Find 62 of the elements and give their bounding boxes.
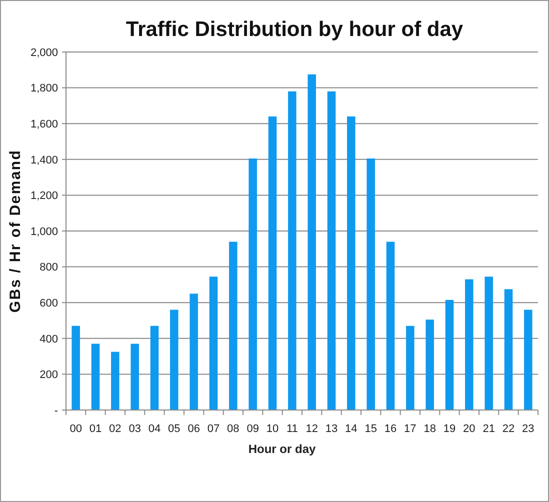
x-tick-label: 02 bbox=[109, 423, 122, 435]
bar bbox=[130, 344, 139, 410]
bar bbox=[91, 344, 100, 410]
bar bbox=[426, 320, 434, 410]
chart-title: Traffic Distribution by hour of day bbox=[126, 18, 464, 41]
x-tick-label: 13 bbox=[325, 423, 338, 435]
x-tick-label: 09 bbox=[246, 423, 259, 435]
x-tick-label: 12 bbox=[306, 423, 318, 435]
x-tick-label: 11 bbox=[286, 423, 298, 435]
x-axis-title: Hour or day bbox=[248, 442, 316, 456]
bar bbox=[327, 91, 336, 410]
x-tick-label: 15 bbox=[364, 423, 377, 435]
y-tick-label: 800 bbox=[40, 262, 58, 274]
x-tick-label: 06 bbox=[188, 423, 200, 435]
y-tick-label: 1,600 bbox=[30, 118, 58, 130]
bar bbox=[268, 116, 277, 410]
bar bbox=[484, 276, 493, 410]
y-tick-label: 1,000 bbox=[30, 226, 58, 238]
bar bbox=[72, 326, 80, 410]
x-tick-label: 20 bbox=[463, 423, 476, 435]
x-tick-label: 16 bbox=[384, 423, 397, 435]
x-tick-label: 10 bbox=[266, 423, 279, 435]
bar bbox=[347, 116, 356, 410]
x-tick-label: 03 bbox=[128, 423, 141, 435]
bar bbox=[288, 91, 296, 410]
bar bbox=[366, 158, 375, 410]
y-tick-label: 1,800 bbox=[30, 82, 58, 95]
x-tick-label: 04 bbox=[148, 423, 161, 435]
y-tick-label: 400 bbox=[40, 333, 58, 346]
x-tick-label: 00 bbox=[70, 423, 82, 435]
bar bbox=[229, 242, 238, 410]
y-tick-label: 200 bbox=[40, 369, 58, 382]
bar bbox=[150, 326, 159, 410]
bar bbox=[190, 294, 198, 410]
x-tick-label: 18 bbox=[424, 423, 436, 435]
x-tick-label: 05 bbox=[168, 423, 180, 435]
bar bbox=[445, 300, 454, 410]
bar bbox=[248, 158, 257, 410]
bar bbox=[504, 289, 513, 410]
x-tick-label: 21 bbox=[482, 423, 495, 435]
x-tick-label: 23 bbox=[522, 423, 534, 435]
x-tick-label: 17 bbox=[404, 423, 416, 435]
bar bbox=[386, 242, 395, 410]
y-tick-label: 2,000 bbox=[30, 46, 58, 59]
x-tick-label: 08 bbox=[227, 423, 240, 435]
y-axis-title: GBs / Hr of Demand bbox=[7, 149, 24, 313]
x-tick-label: 19 bbox=[443, 423, 456, 435]
bar bbox=[524, 310, 532, 410]
x-tick-label: 07 bbox=[207, 423, 220, 435]
x-tick-label: 22 bbox=[502, 423, 515, 435]
y-tick-label: 600 bbox=[40, 297, 58, 310]
x-tick-label: 14 bbox=[345, 423, 358, 435]
y-tick-label: - bbox=[54, 404, 58, 417]
bar bbox=[209, 276, 218, 410]
y-tick-label: 1,200 bbox=[30, 190, 58, 202]
bar bbox=[170, 310, 178, 410]
bar bbox=[406, 326, 414, 410]
bar bbox=[308, 74, 316, 410]
bar bbox=[111, 352, 120, 410]
y-tick-label: 1,400 bbox=[30, 154, 58, 166]
bar bbox=[465, 279, 474, 410]
x-tick-label: 01 bbox=[89, 423, 102, 435]
